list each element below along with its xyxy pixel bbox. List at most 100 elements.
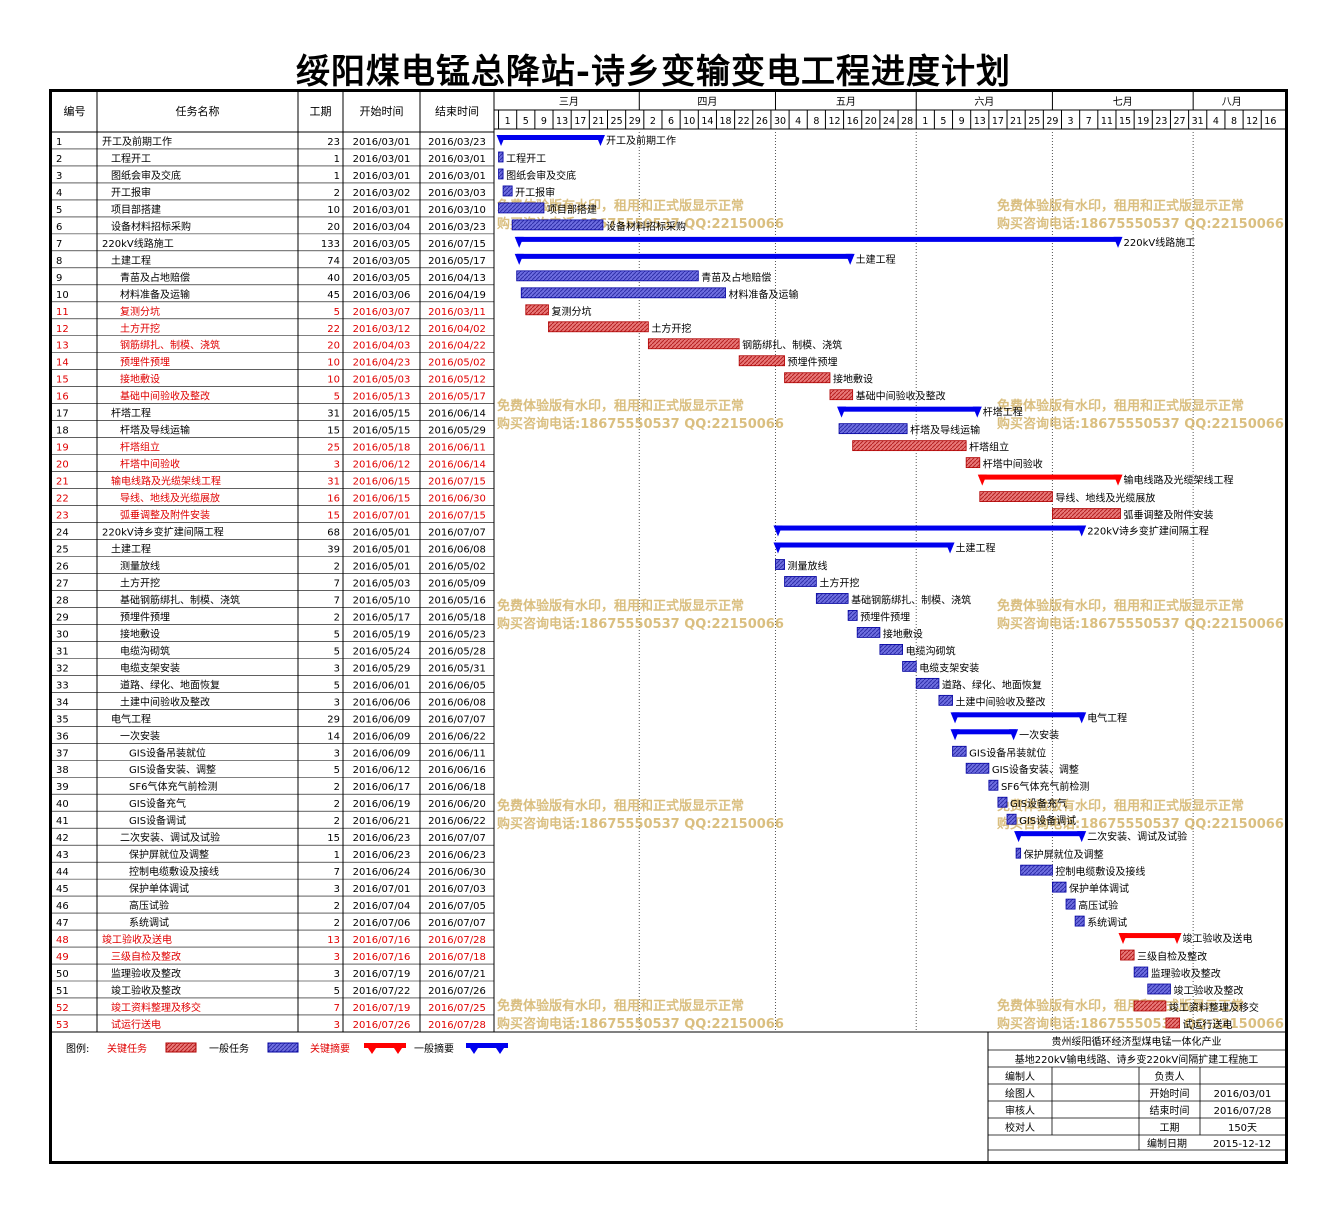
bar-label: 高压试验 <box>1078 899 1118 912</box>
task-id: 49 <box>56 952 69 963</box>
task-duration: 1 <box>334 850 340 861</box>
task-end: 2016/06/11 <box>428 443 486 454</box>
task-start: 2016/07/16 <box>353 935 411 946</box>
day-tick-label: 2 <box>650 116 656 127</box>
task-id: 38 <box>56 765 69 776</box>
task-bar <box>525 304 549 316</box>
task-duration: 7 <box>334 1003 340 1014</box>
task-end: 2016/04/02 <box>428 324 486 335</box>
task-end: 2016/06/20 <box>428 799 486 810</box>
summary-end-marker <box>972 406 982 418</box>
watermark-text: 购买咨询电话:18675550537 QQ:22150066 <box>497 616 784 632</box>
task-id: 18 <box>56 426 69 437</box>
bar-label: 电气工程 <box>1087 711 1127 724</box>
task-end: 2016/03/01 <box>428 171 486 182</box>
task-duration: 5 <box>334 629 340 640</box>
summary-end-marker <box>1077 525 1087 537</box>
day-tick-label: 30 <box>774 116 786 127</box>
task-id: 50 <box>56 969 69 980</box>
task-id: 5 <box>56 205 62 216</box>
bar-label: 复测分坑 <box>551 305 591 318</box>
task-start: 2016/07/06 <box>353 918 411 929</box>
task-duration: 2 <box>334 188 340 199</box>
task-start: 2016/06/12 <box>353 460 411 471</box>
task-id: 37 <box>56 748 69 759</box>
task-start: 2016/03/12 <box>353 324 411 335</box>
task-name: 工程开工 <box>111 153 151 165</box>
watermark-text: 购买咨询电话:18675550537 QQ:22150066 <box>497 416 784 432</box>
task-end: 2016/06/14 <box>428 409 486 420</box>
task-end: 2016/05/02 <box>428 561 486 572</box>
day-tick-label: 19 <box>1137 116 1149 127</box>
task-start: 2016/03/05 <box>353 256 411 267</box>
task-id: 39 <box>56 782 69 793</box>
task-bar <box>965 457 981 469</box>
task-duration: 10 <box>327 205 340 216</box>
summary-bar <box>516 236 1121 242</box>
task-id: 42 <box>56 833 69 844</box>
task-name: 试运行送电 <box>111 1018 161 1031</box>
task-bar <box>1020 864 1053 876</box>
task-id: 23 <box>56 511 69 522</box>
summary-start-marker <box>514 236 524 248</box>
task-start: 2016/07/01 <box>353 884 411 895</box>
task-duration: 20 <box>327 341 340 352</box>
watermark-text: 免费体验版有水印，租用和正式版显示正常 <box>497 198 744 214</box>
task-id: 24 <box>56 528 69 539</box>
task-start: 2016/05/15 <box>353 409 411 420</box>
task-start: 2016/05/10 <box>353 595 411 606</box>
task-bar <box>1052 881 1067 893</box>
task-id: 53 <box>56 1020 69 1031</box>
task-name: 二次安装、调试及试验 <box>120 831 220 844</box>
task-id: 52 <box>56 1003 69 1014</box>
day-tick-label: 12 <box>828 116 840 127</box>
summary-end-marker <box>1077 831 1087 843</box>
bar-label: 图纸会审及交底 <box>506 169 576 182</box>
bar-label: 道路、绿化、地面恢复 <box>942 678 1042 691</box>
task-name: 基础中间验收及整改 <box>120 390 210 403</box>
task-name: 保护单体调试 <box>129 882 189 895</box>
task-bar <box>1006 813 1017 825</box>
bar-label: 竣工资料整理及移交 <box>1169 1001 1259 1014</box>
task-bar <box>1015 847 1022 859</box>
task-end: 2016/03/01 <box>428 154 486 165</box>
task-id: 21 <box>56 477 69 488</box>
day-tick-label: 13 <box>974 116 986 127</box>
task-id: 12 <box>56 324 69 335</box>
task-end: 2016/07/28 <box>428 935 486 946</box>
bar-label: 基础中间验收及整改 <box>856 390 946 403</box>
day-tick-label: 29 <box>629 116 641 127</box>
summary-start-marker <box>1014 831 1024 843</box>
task-name: 竣工验收及送电 <box>102 933 172 946</box>
task-duration: 68 <box>327 528 340 539</box>
task-id: 16 <box>56 392 69 403</box>
month-label: 五月 <box>836 96 856 108</box>
day-tick-label: 25 <box>1028 116 1040 127</box>
summary-start-marker <box>837 406 847 418</box>
task-id: 1 <box>56 137 62 148</box>
task-duration: 7 <box>334 595 340 606</box>
summary-end-marker <box>845 253 855 265</box>
task-duration: 2 <box>334 816 340 827</box>
summary-bar <box>979 474 1121 480</box>
task-duration: 3 <box>334 884 340 895</box>
watermark-text: 免费体验版有水印，租用和正式版显示正常 <box>497 798 744 814</box>
day-tick-label: 9 <box>959 116 965 127</box>
task-id: 27 <box>56 578 69 589</box>
task-start: 2016/06/23 <box>353 833 411 844</box>
task-id: 34 <box>56 697 69 708</box>
task-duration: 29 <box>327 714 340 725</box>
day-tick-label: 13 <box>556 116 568 127</box>
task-bar <box>1065 898 1076 910</box>
info-date-label: 编制日期 <box>1147 1137 1187 1150</box>
day-tick-label: 24 <box>883 116 895 127</box>
bar-label: 220kV线路施工 <box>1124 236 1196 249</box>
task-duration: 7 <box>334 867 340 878</box>
task-start: 2016/07/16 <box>353 952 411 963</box>
task-id: 43 <box>56 850 69 861</box>
task-start: 2016/05/29 <box>353 663 411 674</box>
bar-label: 竣工验收及整改 <box>1173 984 1243 997</box>
info-org-line1: 贵州绥阳循环经济型煤电锰一体化产业 <box>1052 1035 1222 1048</box>
summary-bar <box>952 712 1085 718</box>
info-field-value: 2016/03/01 <box>1214 1089 1272 1100</box>
